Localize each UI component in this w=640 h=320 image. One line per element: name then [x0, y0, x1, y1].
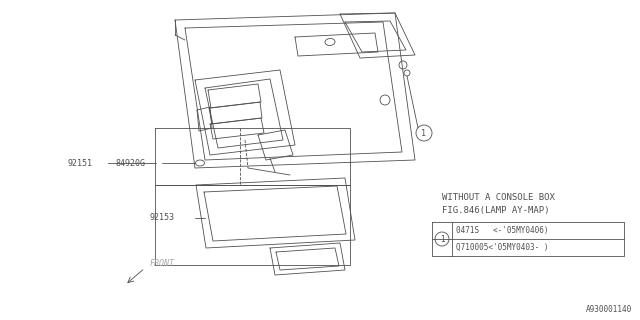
Text: 84920G: 84920G	[115, 158, 145, 167]
Text: 92153: 92153	[150, 213, 175, 222]
Text: 0471S   <-'05MY0406): 0471S <-'05MY0406)	[456, 226, 548, 235]
Text: A930001140: A930001140	[586, 305, 632, 314]
Text: 1: 1	[422, 129, 426, 138]
Text: Q710005<'05MY0403- ): Q710005<'05MY0403- )	[456, 243, 548, 252]
Text: 1: 1	[440, 235, 444, 244]
Text: FIG.846(LAMP AY-MAP): FIG.846(LAMP AY-MAP)	[442, 206, 550, 215]
Text: 92151: 92151	[68, 158, 93, 167]
Text: WITHOUT A CONSOLE BOX: WITHOUT A CONSOLE BOX	[442, 194, 555, 203]
Text: FRONT: FRONT	[150, 259, 175, 268]
